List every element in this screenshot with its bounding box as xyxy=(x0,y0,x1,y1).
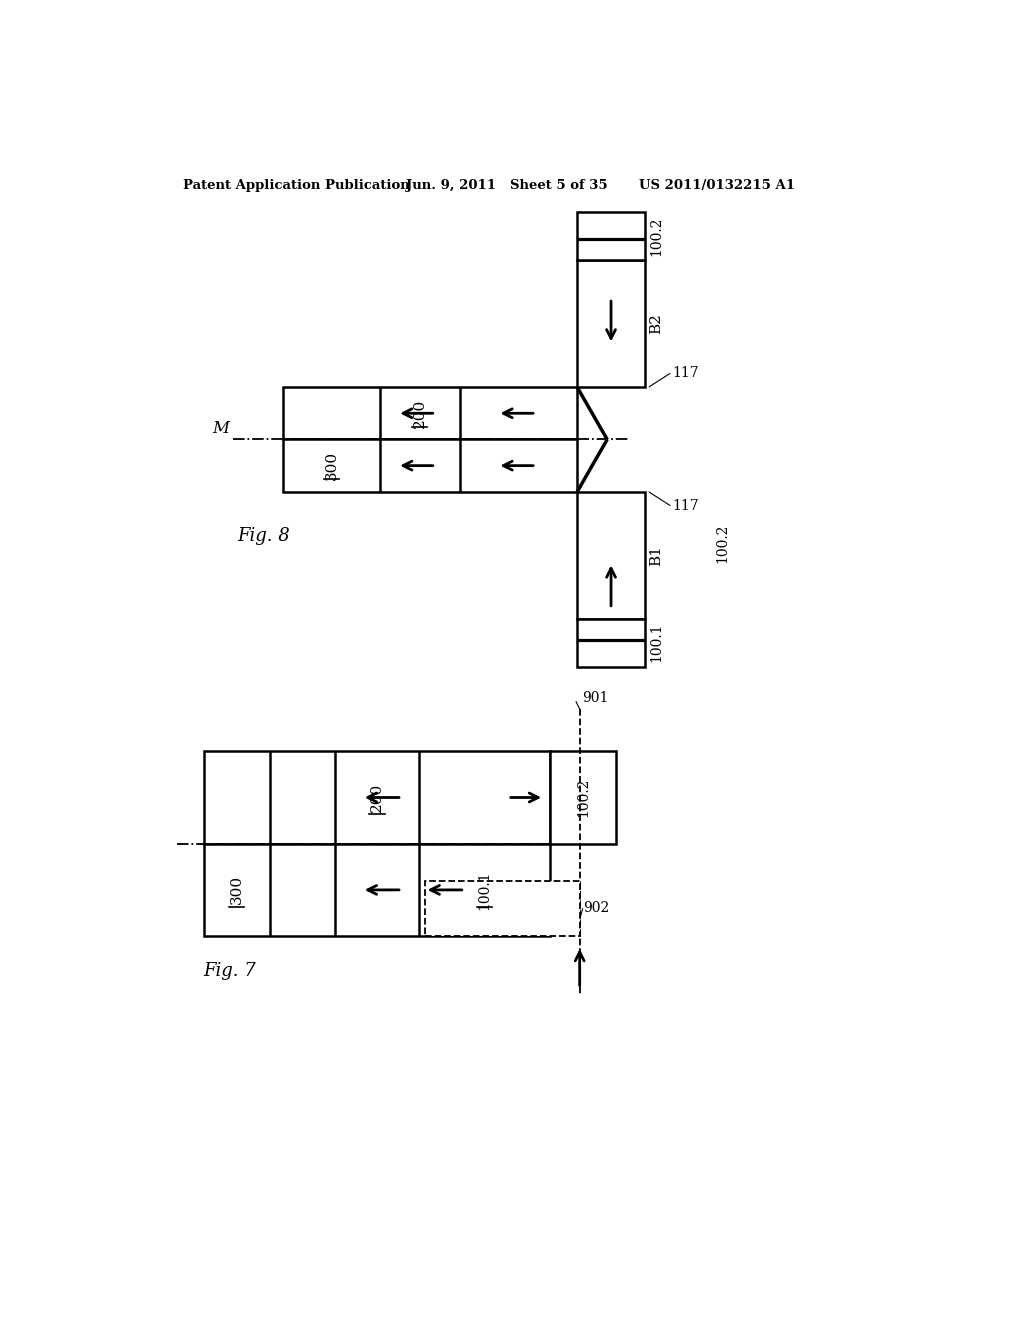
Text: Patent Application Publication: Patent Application Publication xyxy=(183,178,410,191)
Text: 902: 902 xyxy=(584,902,609,915)
Text: B2: B2 xyxy=(649,313,664,334)
Text: 100.2: 100.2 xyxy=(649,216,664,256)
Text: 100.2: 100.2 xyxy=(716,524,730,564)
Text: 100.2: 100.2 xyxy=(575,777,590,817)
Bar xyxy=(578,260,645,387)
Bar xyxy=(283,387,578,440)
Text: B1: B1 xyxy=(649,545,664,566)
Bar xyxy=(425,880,580,936)
Text: US 2011/0132215 A1: US 2011/0132215 A1 xyxy=(639,178,795,191)
Bar xyxy=(283,440,578,492)
Bar xyxy=(204,843,550,936)
Text: 300: 300 xyxy=(325,451,339,480)
Text: 300: 300 xyxy=(229,875,244,904)
Bar xyxy=(204,751,550,843)
Text: Sheet 5 of 35: Sheet 5 of 35 xyxy=(510,178,608,191)
Bar xyxy=(578,492,645,619)
Text: Fig. 7: Fig. 7 xyxy=(204,962,256,979)
Text: 100.1: 100.1 xyxy=(649,623,664,663)
Text: 200: 200 xyxy=(370,783,384,812)
Text: Fig. 8: Fig. 8 xyxy=(237,527,290,545)
Text: M: M xyxy=(212,420,229,437)
Text: 200: 200 xyxy=(413,399,427,428)
Text: 117: 117 xyxy=(672,499,698,512)
Bar xyxy=(578,213,645,260)
Text: 117: 117 xyxy=(672,366,698,380)
Text: Jun. 9, 2011: Jun. 9, 2011 xyxy=(407,178,497,191)
Bar xyxy=(550,751,615,843)
Text: 901: 901 xyxy=(582,692,608,705)
Bar xyxy=(578,619,645,667)
Text: 100.1: 100.1 xyxy=(477,870,492,909)
